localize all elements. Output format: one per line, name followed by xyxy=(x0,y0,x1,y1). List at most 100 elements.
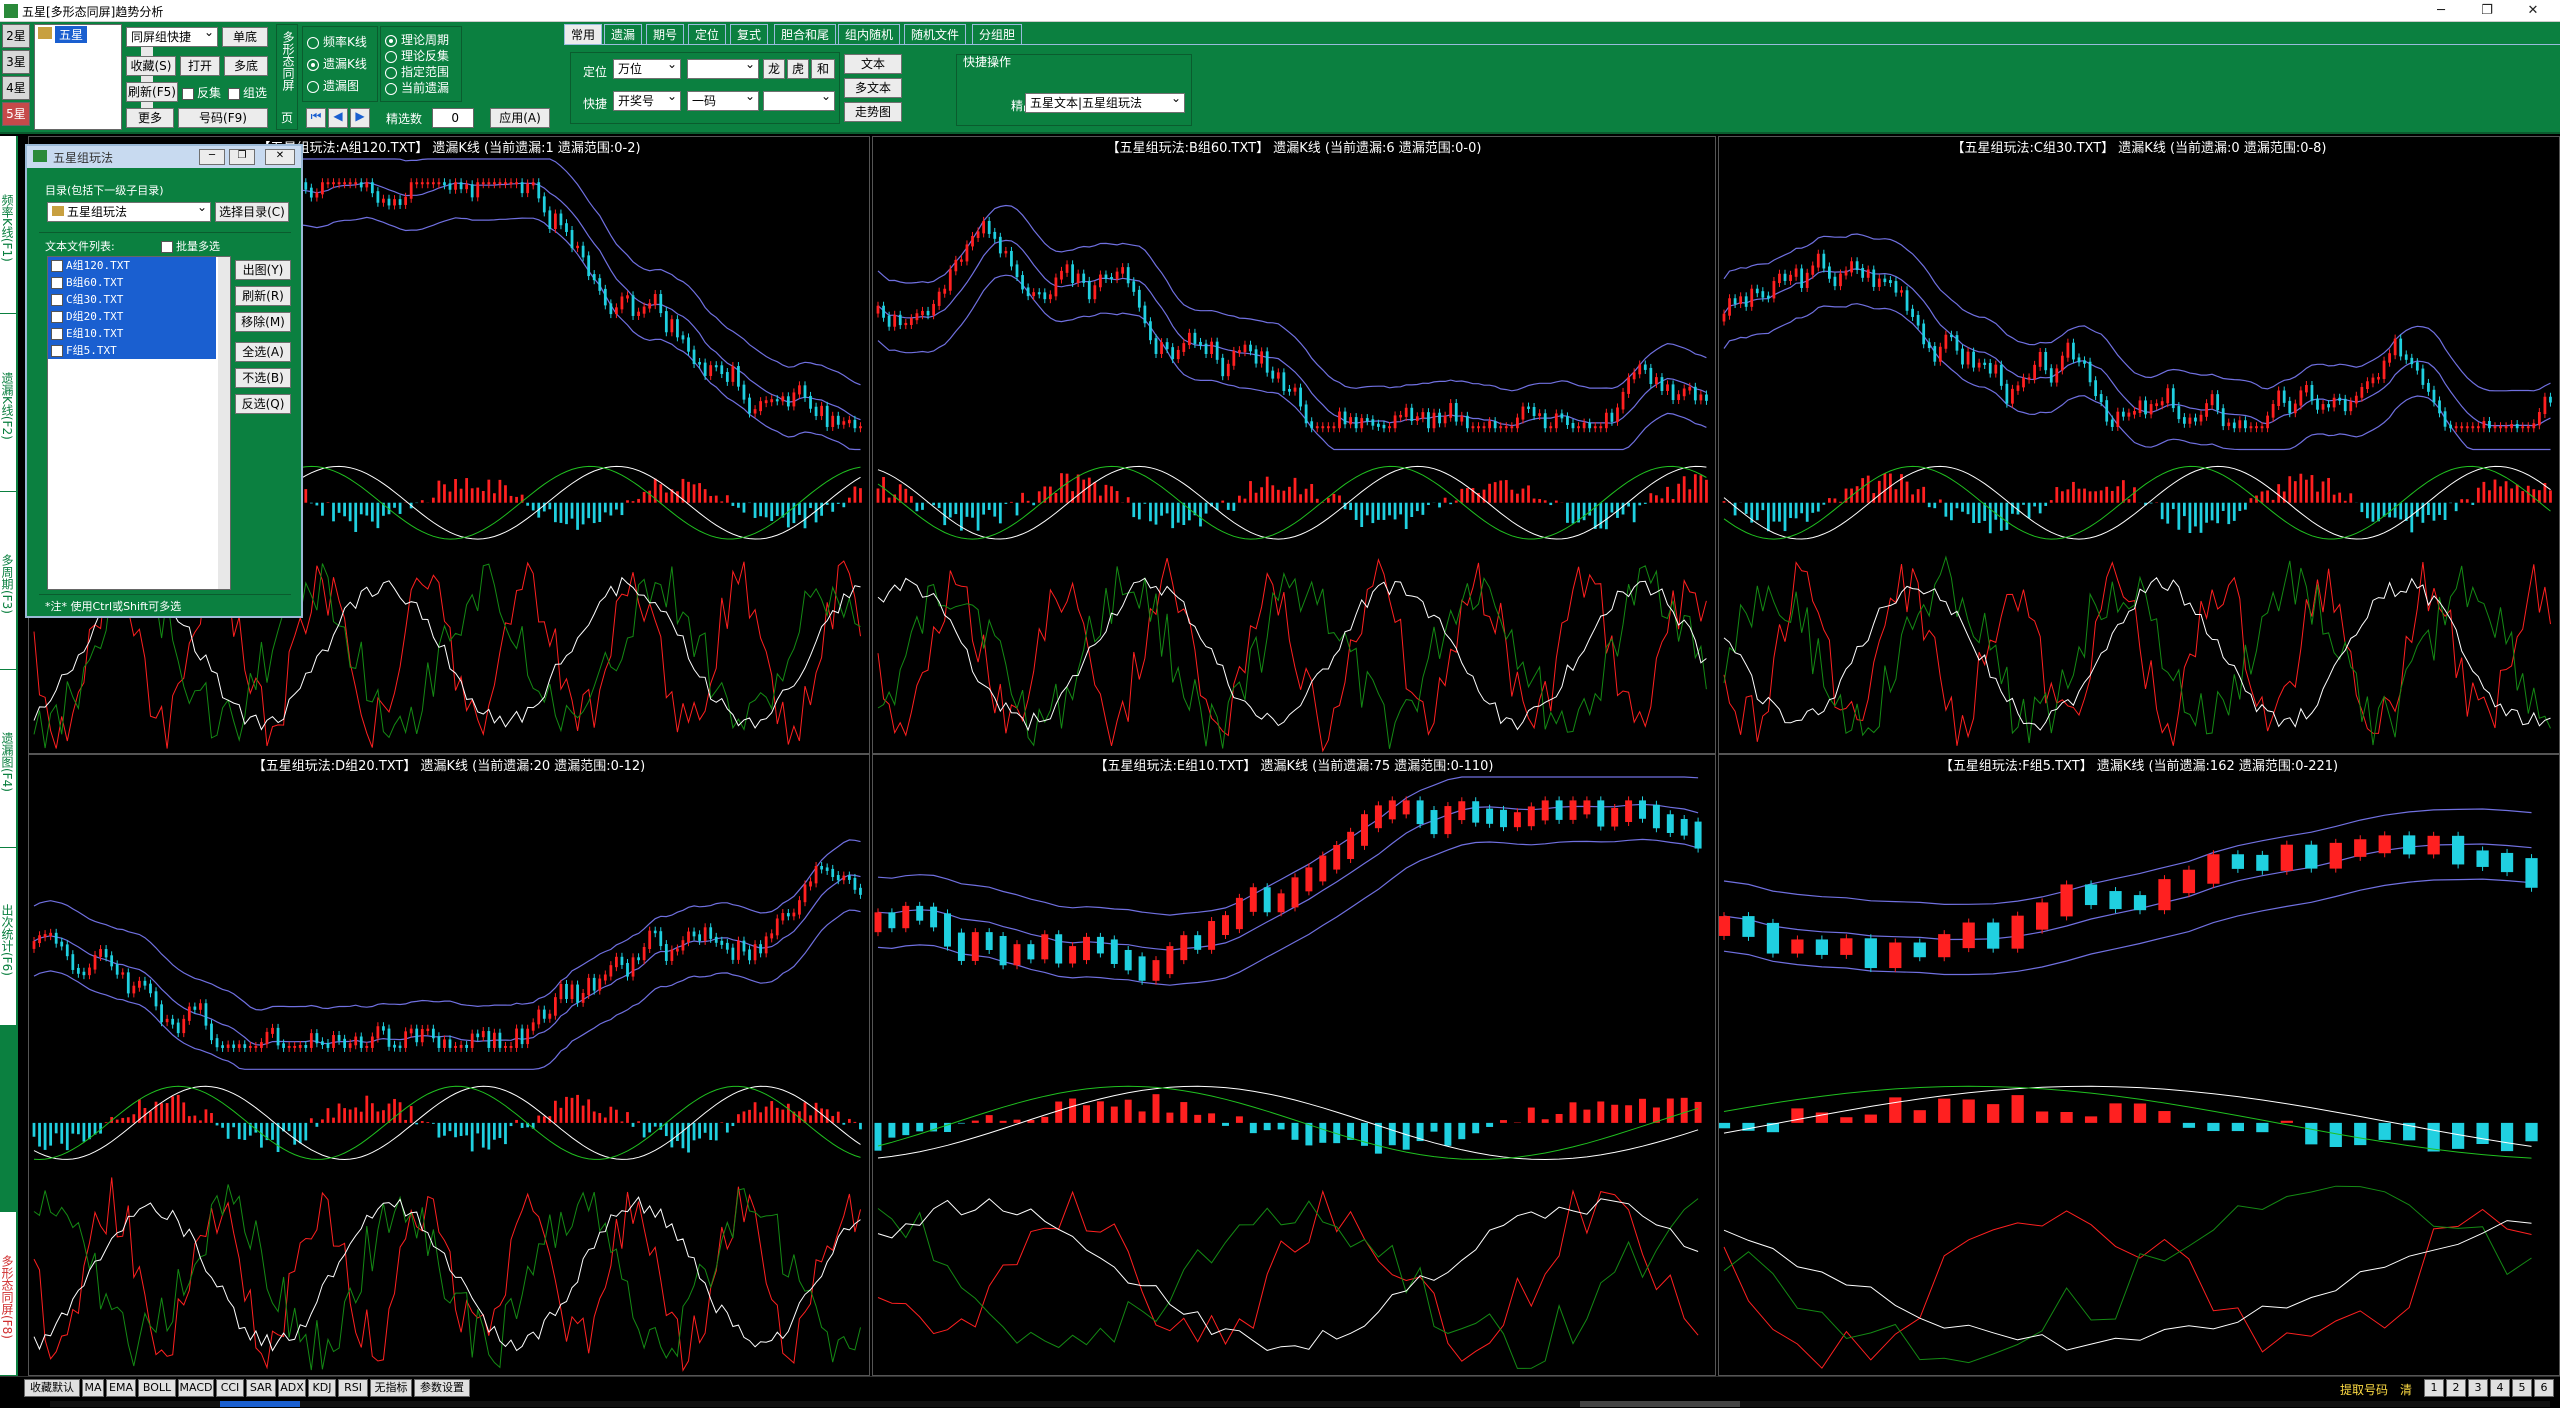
indicator-button[interactable]: CCI xyxy=(216,1379,244,1397)
star-2-button[interactable]: 2星 xyxy=(2,24,30,48)
and-button[interactable]: 和 xyxy=(811,59,835,79)
page-button[interactable]: 6 xyxy=(2534,1379,2554,1397)
chart-panel-f[interactable]: 【五星组玩法:F组5.TXT】 遗漏K线 (当前遗漏:162 遗漏范围:0-22… xyxy=(1718,754,2560,1376)
side-tab-miss-chart[interactable]: 遗漏图(F4) xyxy=(0,670,16,848)
locate-combo-2[interactable] xyxy=(687,57,759,79)
tab-compound[interactable]: 复式 xyxy=(730,24,769,44)
favorite-button[interactable]: 收藏(S) xyxy=(126,56,176,76)
dragon-button[interactable]: 龙 xyxy=(763,59,785,79)
chart-panel-c[interactable]: 【五星组玩法:C组30.TXT】 遗漏K线 (当前遗漏:0 遗漏范围:0-8) xyxy=(1718,136,2560,754)
clear-label[interactable]: 清 xyxy=(2400,1383,2413,1397)
chart-panel-e[interactable]: 【五星组玩法:E组10.TXT】 遗漏K线 (当前遗漏:75 遗漏范围:0-11… xyxy=(872,754,1716,1376)
select-dir-button[interactable]: 选择目录(C) xyxy=(215,202,289,222)
prev-page-icon[interactable]: ◀ xyxy=(328,108,348,128)
indicator-button[interactable]: MA xyxy=(82,1379,104,1397)
locate-combo[interactable]: 万位 xyxy=(613,57,681,79)
multitext-button[interactable]: 多文本 xyxy=(844,78,902,98)
scroll-thumb-2[interactable] xyxy=(1580,1401,1740,1407)
star-4-button[interactable]: 4星 xyxy=(2,76,30,100)
side-tab-miss-k[interactable]: 遗漏K线(F2) xyxy=(0,314,16,492)
indicator-button[interactable]: RSI xyxy=(338,1379,368,1397)
first-page-icon[interactable]: ⏮ xyxy=(306,108,326,128)
indicator-button[interactable]: MACD xyxy=(178,1379,214,1397)
file-checkbox[interactable] xyxy=(51,328,63,340)
quick-combo-2[interactable]: 一码 xyxy=(687,89,759,111)
minimize-button[interactable]: ─ xyxy=(2437,3,2445,18)
horizontal-scrollbar[interactable] xyxy=(50,1401,2550,1407)
tab-common[interactable]: 常用 xyxy=(564,24,603,44)
file-list-item[interactable]: F组5.TXT xyxy=(48,342,216,359)
quick-combo-3[interactable] xyxy=(763,89,835,111)
file-checkbox[interactable] xyxy=(51,277,63,289)
more-button[interactable]: 更多 xyxy=(126,108,174,128)
indicator-button[interactable]: 无指标 xyxy=(370,1379,412,1397)
tiger-button[interactable]: 虎 xyxy=(787,59,809,79)
dialog-action-button[interactable]: 刷新(R) xyxy=(235,286,291,306)
dialog-action-button[interactable]: 反选(Q) xyxy=(235,394,291,414)
tab-miss[interactable]: 遗漏 xyxy=(604,24,643,44)
reverse-checkbox[interactable]: 反集 xyxy=(182,84,221,101)
indicator-button[interactable]: 参数设置 xyxy=(414,1379,470,1397)
apply-button[interactable]: 应用(A) xyxy=(490,108,550,128)
file-checkbox[interactable] xyxy=(51,345,63,357)
combine-checkbox[interactable]: 组选 xyxy=(228,84,267,101)
tab-group-random[interactable]: 组内随机 xyxy=(838,24,901,44)
file-list[interactable]: A组120.TXT B组60.TXT C组30.TXT D组20.TXT E组10.TX… xyxy=(47,256,231,590)
file-checkbox[interactable] xyxy=(51,311,63,323)
file-list-item[interactable]: B组60.TXT xyxy=(48,274,216,291)
side-tab-multi-screen[interactable]: 多形态同屏(F8) xyxy=(0,1212,16,1376)
text-button[interactable]: 文本 xyxy=(844,54,902,74)
open-button[interactable]: 打开 xyxy=(180,56,220,76)
radio-range[interactable]: 指定范围 xyxy=(385,63,449,80)
dialog-action-button[interactable]: 出图(Y) xyxy=(235,260,291,280)
quick-combo[interactable]: 开奖号 xyxy=(613,89,681,111)
tab-position[interactable]: 定位 xyxy=(688,24,727,44)
tab-issue[interactable]: 期号 xyxy=(646,24,685,44)
side-tab-freq-k[interactable]: 频率K线(F1) xyxy=(0,136,16,314)
radio-freq-k[interactable]: 频率K线 xyxy=(307,33,367,50)
indicator-button[interactable]: ADX xyxy=(278,1379,306,1397)
side-tab-multi-period[interactable]: 多周期(F3) xyxy=(0,492,16,670)
file-checkbox[interactable] xyxy=(51,294,63,306)
side-tab-count-stats[interactable]: 出次统计(F6) xyxy=(0,848,16,1026)
multi-button[interactable]: 多底 xyxy=(224,56,268,76)
dialog-close-button[interactable]: ✕ xyxy=(265,149,295,165)
code-button[interactable]: 号码(F9) xyxy=(178,108,268,128)
tab-group-bold[interactable]: 分组胆 xyxy=(972,24,1023,44)
file-list-item[interactable]: A组120.TXT xyxy=(48,257,216,274)
file-list-item[interactable]: C组30.TXT xyxy=(48,291,216,308)
radio-miss-chart[interactable]: 遗漏图 xyxy=(307,77,359,94)
close-button[interactable]: ✕ xyxy=(2527,3,2539,18)
scroll-thumb[interactable] xyxy=(220,1401,300,1407)
tree-item-wuxing[interactable]: 五星 xyxy=(55,26,88,43)
dialog-restore-button[interactable]: ❐ xyxy=(229,149,255,165)
restore-button[interactable]: ❐ xyxy=(2481,3,2493,18)
dialog-title-bar[interactable]: 五星组玩法 ─ ❐ ✕ xyxy=(27,146,301,168)
indicator-button[interactable]: EMA xyxy=(106,1379,136,1397)
star-3-button[interactable]: 3星 xyxy=(2,50,30,74)
dialog-minimize-button[interactable]: ─ xyxy=(199,149,225,165)
trend-button[interactable]: 走势图 xyxy=(844,102,902,122)
file-list-scrollbar[interactable] xyxy=(218,257,230,589)
tree-scrollbar[interactable] xyxy=(141,27,153,127)
dialog-action-button[interactable]: 移除(M) xyxy=(235,312,291,332)
file-list-item[interactable]: E组10.TXT xyxy=(48,325,216,342)
multi-select-checkbox[interactable]: 批量多选 xyxy=(161,238,220,254)
file-dialog[interactable]: 五星组玩法 ─ ❐ ✕ 目录(包括下一级子目录) 五星组玩法 选择目录(C) 文… xyxy=(25,144,303,618)
page-button[interactable]: 5 xyxy=(2512,1379,2532,1397)
radio-theory-reverse[interactable]: 理论反集 xyxy=(385,47,449,64)
star-5-button[interactable]: 5星 xyxy=(2,102,30,126)
chart-panel-b[interactable]: 【五星组玩法:B组60.TXT】 遗漏K线 (当前遗漏:6 遗漏范围:0-0) xyxy=(872,136,1716,754)
dialog-action-button[interactable]: 全选(A) xyxy=(235,342,291,362)
indicator-button[interactable]: 收藏默认 xyxy=(24,1379,80,1397)
radio-current-miss[interactable]: 当前遗漏 xyxy=(385,79,449,96)
page-button[interactable]: 1 xyxy=(2424,1379,2444,1397)
fine-group-combo[interactable]: 五星文本|五星组玩法 xyxy=(1025,91,1185,113)
extract-label[interactable]: 提取号码 xyxy=(2340,1383,2389,1397)
dialog-dir-combo[interactable]: 五星组玩法 xyxy=(47,200,211,222)
single-button[interactable]: 单底 xyxy=(222,27,268,47)
page-button[interactable]: 3 xyxy=(2468,1379,2488,1397)
group-combo[interactable]: 同屏组快捷 xyxy=(126,25,218,47)
refresh-button[interactable]: 刷新(F5) xyxy=(126,82,178,102)
tab-random-file[interactable]: 随机文件 xyxy=(904,24,967,44)
